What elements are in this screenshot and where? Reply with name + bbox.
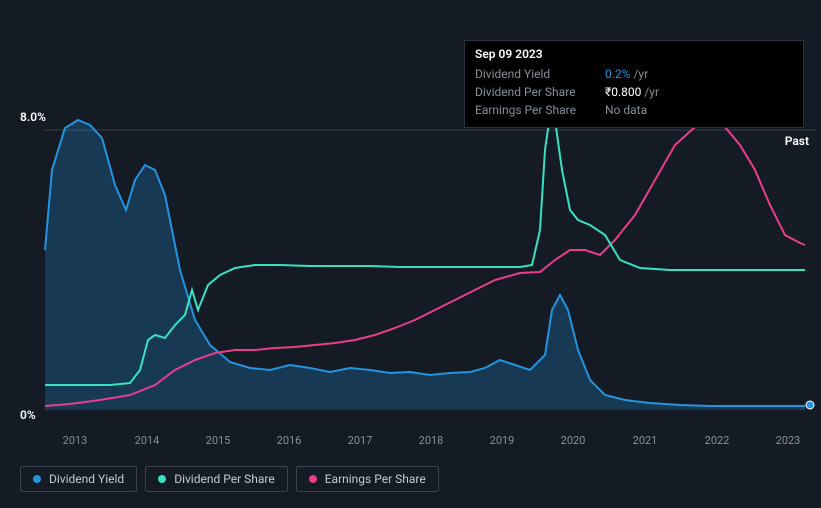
legend-item[interactable]: Earnings Per Share bbox=[296, 466, 439, 492]
x-axis-label: 2015 bbox=[206, 434, 231, 447]
tooltip-unit: /yr bbox=[644, 85, 659, 99]
legend-item[interactable]: Dividend Yield bbox=[20, 466, 137, 492]
chart-svg bbox=[20, 110, 815, 430]
legend-dot-icon bbox=[33, 475, 41, 483]
chart-tooltip: Sep 09 2023 Dividend Yield0.2%/yrDividen… bbox=[464, 40, 804, 128]
tooltip-row: Earnings Per ShareNo data bbox=[475, 101, 793, 119]
x-axis-label: 2014 bbox=[135, 434, 160, 447]
x-axis-label: 2017 bbox=[348, 434, 373, 447]
tooltip-label: Dividend Per Share bbox=[475, 85, 605, 99]
tooltip-value: No data bbox=[605, 103, 647, 117]
legend: Dividend Yield Dividend Per Share Earnings… bbox=[20, 466, 439, 492]
x-axis-label: 2023 bbox=[776, 434, 801, 447]
tooltip-value: 0.2% bbox=[605, 67, 630, 81]
x-axis-label: 2013 bbox=[63, 434, 88, 447]
tooltip-label: Earnings Per Share bbox=[475, 103, 605, 117]
x-axis-label: 2022 bbox=[705, 434, 730, 447]
x-axis-label: 2016 bbox=[277, 434, 302, 447]
legend-dot-icon bbox=[158, 475, 166, 483]
legend-label: Dividend Per Share bbox=[174, 472, 275, 486]
tooltip-row: Dividend Per Share₹0.800/yr bbox=[475, 83, 793, 101]
tooltip-value: ₹0.800 bbox=[605, 85, 641, 99]
x-axis-label: 2021 bbox=[633, 434, 658, 447]
legend-label: Dividend Yield bbox=[49, 472, 124, 486]
tooltip-row: Dividend Yield0.2%/yr bbox=[475, 65, 793, 83]
chart-area bbox=[20, 110, 815, 450]
legend-dot-icon bbox=[309, 475, 317, 483]
legend-label: Earnings Per Share bbox=[325, 472, 426, 486]
tooltip-unit: /yr bbox=[633, 67, 648, 81]
tooltip-date: Sep 09 2023 bbox=[475, 47, 793, 61]
tooltip-label: Dividend Yield bbox=[475, 67, 605, 81]
x-axis-label: 2019 bbox=[490, 434, 515, 447]
x-axis-label: 2018 bbox=[419, 434, 444, 447]
x-axis-label: 2020 bbox=[561, 434, 586, 447]
legend-item[interactable]: Dividend Per Share bbox=[145, 466, 288, 492]
